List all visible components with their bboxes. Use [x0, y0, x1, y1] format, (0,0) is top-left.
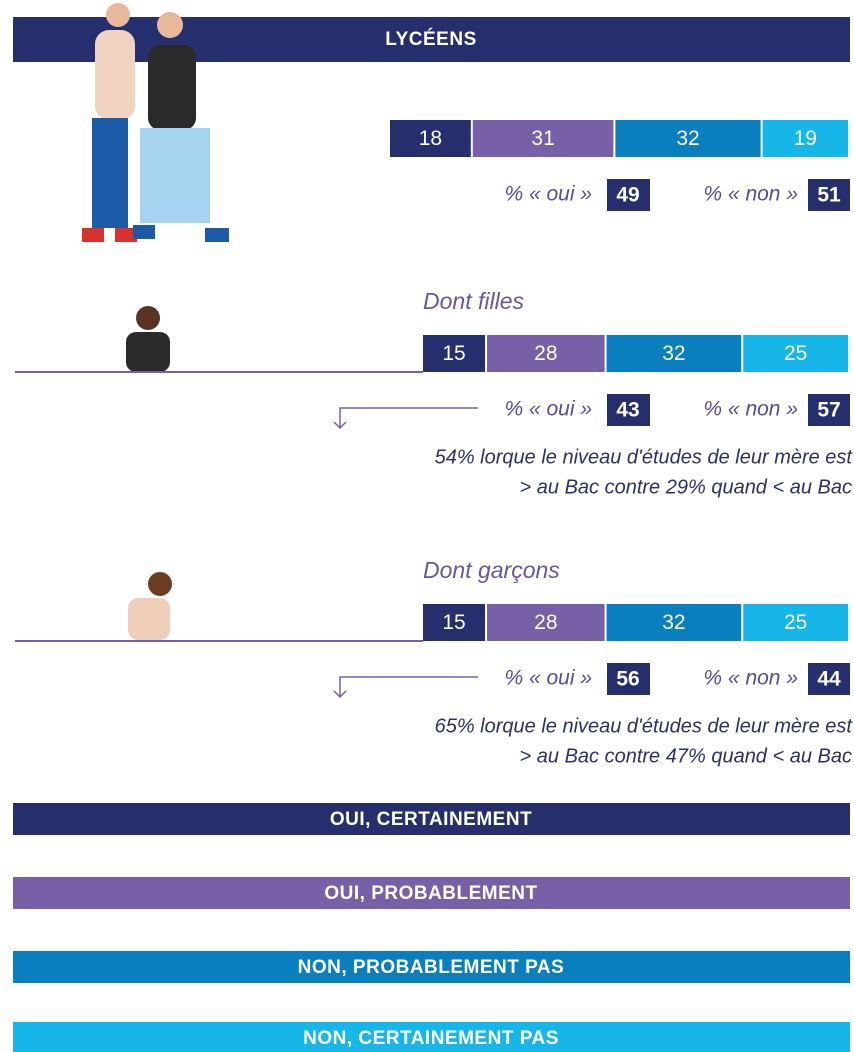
- legend-label: OUI, CERTAINEMENT: [330, 809, 532, 830]
- no-box: [808, 663, 850, 695]
- note: > au Bac contre 29% quand < au Bac: [520, 476, 852, 498]
- yes-value: 56: [616, 668, 639, 691]
- arrow: [333, 407, 478, 430]
- bar-segment: [487, 335, 605, 372]
- no-value: 57: [817, 399, 840, 422]
- segment-label: 19: [794, 127, 817, 150]
- no-label: % « non »: [703, 183, 798, 206]
- segment-label: 32: [676, 127, 699, 150]
- bar-segment: [390, 120, 471, 157]
- bar-segment: [606, 335, 742, 372]
- bar-segment: [487, 604, 605, 641]
- legend-swatch: [13, 1022, 850, 1052]
- yes-box: [607, 179, 650, 211]
- legend-label: NON, PROBABLEMENT PAS: [298, 957, 565, 978]
- bar-segment: [423, 335, 486, 372]
- no-box: [808, 179, 850, 211]
- segment-label: 28: [534, 611, 557, 634]
- no-box: [808, 394, 850, 426]
- segment-label: 31: [531, 127, 554, 150]
- bar-segment: [615, 120, 761, 157]
- bar-segment: [743, 335, 848, 372]
- segment-label: 25: [784, 342, 807, 365]
- category-label: Dont garçons: [423, 557, 560, 583]
- legend-swatch: [13, 951, 850, 983]
- bar-segment: [423, 604, 486, 641]
- segment-label: 15: [442, 611, 465, 634]
- note: 54% lorque le niveau d'études de leur mè…: [435, 446, 854, 468]
- chart-title: LYCÉENS: [385, 28, 477, 50]
- yes-label: % « oui »: [504, 183, 592, 206]
- yes-label: % « oui »: [504, 398, 592, 421]
- segment-label: 32: [662, 611, 685, 634]
- legend-label: NON, CERTAINEMENT PAS: [303, 1028, 559, 1049]
- no-label: % « non »: [703, 398, 798, 421]
- segment-label: 25: [784, 611, 807, 634]
- no-label: % « non »: [703, 667, 798, 690]
- segment-label: 32: [662, 342, 685, 365]
- note: 65% lorque le niveau d'études de leur mè…: [435, 715, 854, 737]
- bar-segment: [472, 120, 614, 157]
- legend-swatch: [13, 803, 850, 835]
- yes-box: [607, 394, 650, 426]
- legend-swatch: [13, 877, 850, 909]
- category-label: Dont filles: [423, 288, 524, 314]
- segment-label: 28: [534, 342, 557, 365]
- segment-label: 15: [442, 342, 465, 365]
- yes-value: 49: [616, 184, 639, 207]
- yes-box: [607, 663, 650, 695]
- note: > au Bac contre 47% quand < au Bac: [520, 745, 852, 767]
- illustration: [82, 3, 229, 640]
- bar-segment: [743, 604, 848, 641]
- segment-label: 18: [419, 127, 442, 150]
- yes-label: % « oui »: [504, 667, 592, 690]
- no-value: 51: [817, 184, 841, 207]
- arrow: [333, 676, 478, 699]
- yes-value: 43: [616, 399, 639, 422]
- no-value: 44: [817, 668, 841, 691]
- bar-segment: [762, 120, 848, 157]
- bar-segment: [606, 604, 742, 641]
- legend-label: OUI, PROBABLEMENT: [324, 883, 537, 904]
